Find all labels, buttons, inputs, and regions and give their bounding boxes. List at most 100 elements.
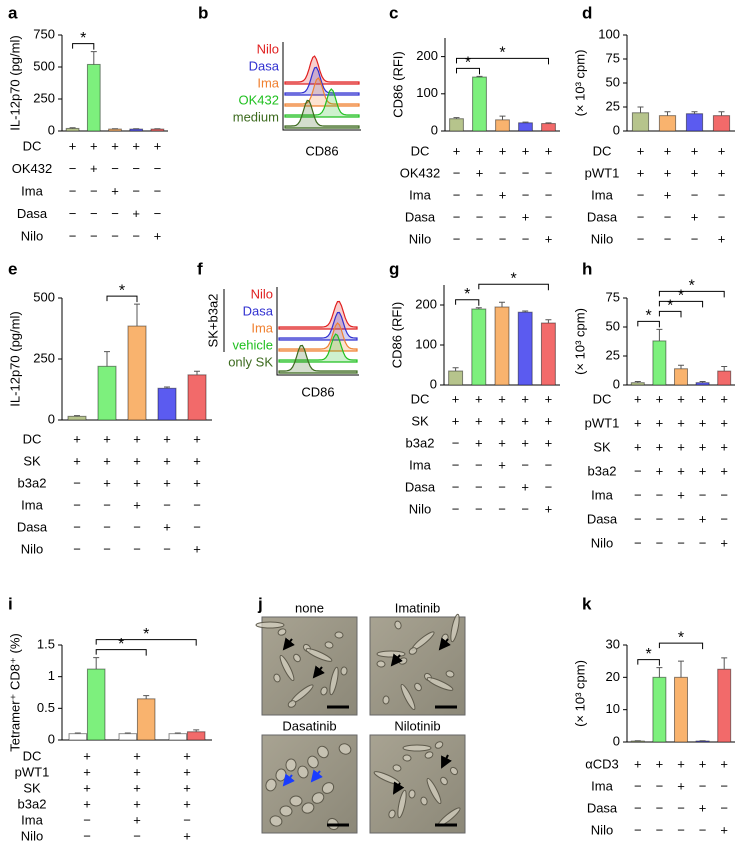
bar [449,118,464,132]
arrow [310,769,323,783]
condition-label: DC [23,431,42,446]
cell [321,782,335,794]
legend-label: medium [233,109,279,124]
y-axis-label: IL-12p70 (pg/ml) [7,311,22,406]
y-tick-label: 0 [48,731,55,746]
error-bar [452,367,459,371]
condition-sign: + [522,143,530,158]
condition-sign: − [699,487,707,502]
condition-sign: + [664,143,672,158]
condition-sign: − [476,209,484,224]
condition-sign: + [498,391,506,406]
condition-sign: − [498,501,506,516]
significance-label: * [667,298,673,315]
cell [338,743,352,755]
condition-sign: + [656,463,664,478]
cell [277,628,287,636]
significance-label: * [119,282,125,299]
condition-sign: + [545,435,553,450]
condition-sign: − [83,812,91,827]
error-bar [699,381,706,383]
condition-sign: + [498,413,506,428]
bar [86,63,101,132]
histogram-curve [278,333,358,363]
error-bar [545,122,552,124]
bar [86,668,106,741]
condition-sign: − [634,822,642,837]
error-bar [143,695,150,699]
significance-bracket [95,639,197,646]
y-axis-label: (× 10³ cpm) [572,308,587,375]
condition-label: Nilo [591,822,613,837]
condition-sign: + [718,165,726,180]
significance-bracket [456,57,549,65]
condition-label: Nilo [591,535,613,550]
condition-sign: + [634,391,642,406]
y-tick-label: 0 [48,411,55,426]
condition-label: Dasa [17,206,48,221]
cell [392,764,402,772]
bar [518,122,533,132]
bar [674,676,688,743]
condition-sign: + [133,748,141,763]
condition-sign: − [73,541,81,556]
cell [334,631,344,639]
condition-label: Dasa [17,519,48,534]
error-bar [522,121,529,123]
condition-sign: + [133,812,141,827]
significance-bracket [455,299,480,306]
cell [376,660,386,668]
significance-label: * [464,286,470,303]
condition-sign: + [634,415,642,430]
condition-sign: − [103,541,111,556]
condition-sign: + [133,431,141,446]
significance-bracket [658,642,704,650]
condition-sign: + [521,413,529,428]
condition-sign: − [545,457,553,472]
condition-sign: + [637,143,645,158]
condition-sign: − [637,187,645,202]
condition-sign: − [720,487,728,502]
condition-sign: + [720,756,728,771]
condition-sign: − [656,511,664,526]
y-tick-label: 0 [48,122,55,137]
condition-label: DC [411,391,430,406]
condition-sign: − [720,511,728,526]
error-bar [634,381,641,383]
condition-sign: − [73,519,81,534]
condition-sign: − [183,812,191,827]
condition-sign: + [133,475,141,490]
y-tick-label: 75 [606,289,620,304]
condition-sign: − [154,161,162,176]
significance-label: * [80,30,86,47]
error-bar [522,310,529,313]
y-tick-label: 10 [606,701,620,716]
condition-label: Dasa [587,511,618,526]
condition-sign: − [522,231,530,246]
error-bar [499,115,506,120]
condition-sign: + [475,391,483,406]
condition-sign: − [545,479,553,494]
condition-sign: − [656,822,664,837]
histogram-curve [284,88,360,118]
condition-sign: + [545,501,553,516]
condition-label: Nilo [409,231,431,246]
cell [440,776,448,786]
condition-label: b3a2 [588,463,617,478]
bar [472,76,487,132]
condition-sign: + [73,453,81,468]
cell [434,741,444,749]
condition-sign: − [699,535,707,550]
significance-bracket [637,320,660,328]
condition-sign: − [522,165,530,180]
condition-sign: + [163,453,171,468]
condition-sign: − [132,161,140,176]
condition-sign: − [522,187,530,202]
condition-sign: + [475,413,483,428]
condition-sign: − [103,519,111,534]
condition-sign: + [452,413,460,428]
error-bar [678,364,684,369]
condition-sign: + [691,143,699,158]
condition-sign: − [656,487,664,502]
cell [445,670,455,678]
